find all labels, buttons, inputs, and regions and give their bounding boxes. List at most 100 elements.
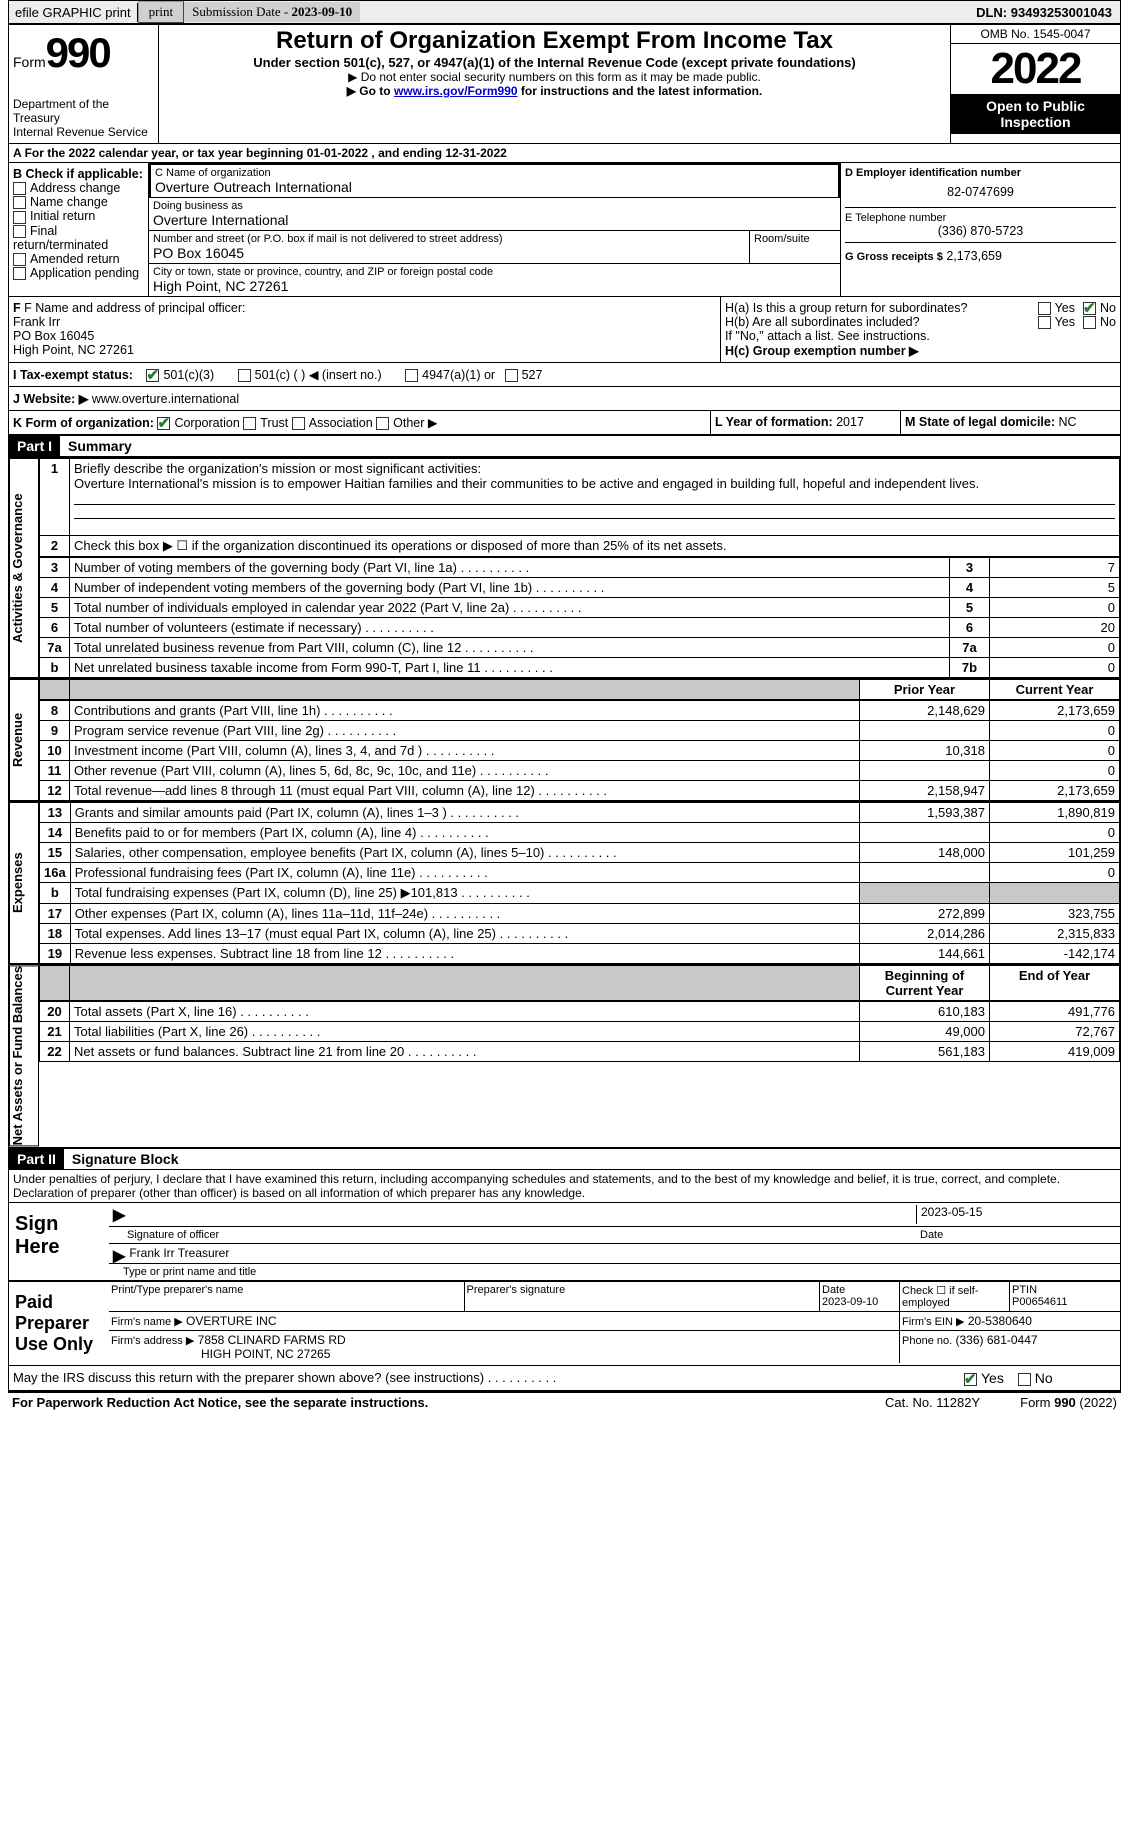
org-name: Overture Outreach International bbox=[155, 179, 834, 195]
summary-row: 22Net assets or fund balances. Subtract … bbox=[40, 1042, 1120, 1062]
boxb-option: Amended return bbox=[13, 252, 144, 266]
boxb-option: Final return/terminated bbox=[13, 224, 144, 252]
irs-link[interactable]: www.irs.gov/Form990 bbox=[394, 84, 518, 98]
boxb-checkbox[interactable] bbox=[13, 253, 26, 266]
form-subtitle: Under section 501(c), 527, or 4947(a)(1)… bbox=[161, 55, 948, 70]
org-address: PO Box 16045 bbox=[153, 245, 745, 261]
summary-row: 18Total expenses. Add lines 13–17 (must … bbox=[40, 924, 1120, 944]
summary-row: 16aProfessional fundraising fees (Part I… bbox=[40, 863, 1120, 883]
ha-yes-checkbox[interactable] bbox=[1038, 302, 1051, 315]
ptin: P00654611 bbox=[1012, 1296, 1067, 1308]
ein-label: D Employer identification number bbox=[845, 167, 1116, 179]
summary-row: 6Total number of volunteers (estimate if… bbox=[40, 618, 1120, 638]
submission-date: Submission Date - 2023-09-10 bbox=[184, 2, 360, 22]
4947-checkbox[interactable] bbox=[405, 369, 418, 382]
side-tab-revenue: Revenue bbox=[9, 679, 39, 801]
omb-number: OMB No. 1545-0047 bbox=[951, 25, 1120, 44]
dept-label: Department of the Treasury bbox=[13, 97, 154, 125]
summary-row: bTotal fundraising expenses (Part IX, co… bbox=[40, 883, 1120, 904]
summary-row: 20Total assets (Part X, line 16) 610,183… bbox=[40, 1002, 1120, 1022]
boxk-option: Trust bbox=[243, 416, 291, 430]
summary-row: 10Investment income (Part VIII, column (… bbox=[40, 741, 1120, 761]
side-tab-governance: Activities & Governance bbox=[9, 458, 39, 678]
summary-row: 8Contributions and grants (Part VIII, li… bbox=[40, 701, 1120, 721]
boxb-checkbox[interactable] bbox=[13, 211, 26, 224]
perjury-declaration: Under penalties of perjury, I declare th… bbox=[8, 1170, 1121, 1202]
irs-label: Internal Revenue Service bbox=[13, 125, 154, 139]
instr-1: ▶ Do not enter social security numbers o… bbox=[161, 70, 948, 84]
summary-row: 17Other expenses (Part IX, column (A), l… bbox=[40, 904, 1120, 924]
firm-name: OVERTURE INC bbox=[186, 1314, 276, 1328]
website-url: www.overture.international bbox=[92, 392, 239, 406]
box-j: J Website: ▶ www.overture.international bbox=[9, 387, 1120, 410]
officer-name: Frank Irr bbox=[13, 315, 60, 329]
boxb-option: Application pending bbox=[13, 266, 144, 280]
501c-checkbox[interactable] bbox=[238, 369, 251, 382]
phone-value: (336) 870-5723 bbox=[845, 224, 1116, 238]
dba-label: Doing business as bbox=[153, 200, 836, 212]
form-title: Return of Organization Exempt From Incom… bbox=[161, 27, 948, 55]
box-k: K Form of organization: Corporation Trus… bbox=[9, 411, 710, 434]
dba-name: Overture International bbox=[153, 212, 836, 228]
discuss-yes-checkbox[interactable] bbox=[964, 1373, 977, 1386]
print-button[interactable]: print bbox=[138, 1, 185, 23]
boxb-checkbox[interactable] bbox=[13, 267, 26, 280]
side-tab-netassets: Net Assets or Fund Balances bbox=[9, 965, 39, 1146]
firm-ein: 20-5380640 bbox=[968, 1314, 1032, 1328]
top-toolbar: efile GRAPHIC print print Submission Dat… bbox=[8, 0, 1121, 24]
efile-label: efile GRAPHIC print bbox=[9, 3, 138, 22]
summary-row: 5Total number of individuals employed in… bbox=[40, 598, 1120, 618]
firm-phone: (336) 681-0447 bbox=[956, 1333, 1038, 1347]
summary-row: 21Total liabilities (Part X, line 26) 49… bbox=[40, 1022, 1120, 1042]
501c3-checkbox[interactable] bbox=[146, 369, 159, 382]
open-inspection: Open to Public Inspection bbox=[951, 94, 1120, 134]
boxb-checkbox[interactable] bbox=[13, 182, 26, 195]
summary-row: 14Benefits paid to or for members (Part … bbox=[40, 823, 1120, 843]
officer-printed-name: Frank Irr Treasurer bbox=[125, 1246, 229, 1261]
box-i: I Tax-exempt status: 501(c)(3) 501(c) ( … bbox=[9, 363, 1120, 386]
hb-yes-checkbox[interactable] bbox=[1038, 316, 1051, 329]
527-checkbox[interactable] bbox=[505, 369, 518, 382]
boxk-option: Corporation bbox=[157, 416, 243, 430]
box-h: H(a) Is this a group return for subordin… bbox=[720, 297, 1120, 362]
box-l: L Year of formation: 2017 bbox=[710, 411, 900, 434]
room-label: Room/suite bbox=[750, 231, 840, 263]
org-city: High Point, NC 27261 bbox=[153, 278, 836, 294]
instr-2: ▶ Go to www.irs.gov/Form990 for instruct… bbox=[161, 84, 948, 98]
summary-row: 7aTotal unrelated business revenue from … bbox=[40, 638, 1120, 658]
hb-no-checkbox[interactable] bbox=[1083, 316, 1096, 329]
part1-header: Part I Summary bbox=[8, 435, 1121, 457]
box-m: M State of legal domicile: NC bbox=[900, 411, 1120, 434]
form-header: Form990 Department of the Treasury Inter… bbox=[8, 24, 1121, 144]
gross-label: G Gross receipts $ bbox=[845, 251, 943, 263]
form-number: 990 bbox=[46, 29, 110, 76]
phone-label: E Telephone number bbox=[845, 212, 1116, 224]
summary-row: 15Salaries, other compensation, employee… bbox=[40, 843, 1120, 863]
summary-row: 3Number of voting members of the governi… bbox=[40, 558, 1120, 578]
part2-header: Part II Signature Block bbox=[8, 1148, 1121, 1170]
form-label: Form bbox=[13, 54, 46, 70]
discuss-no-checkbox[interactable] bbox=[1018, 1373, 1031, 1386]
dln: DLN: 93493253001043 bbox=[968, 3, 1120, 22]
boxb-option: Initial return bbox=[13, 209, 144, 223]
mission-text: Overture International's mission is to e… bbox=[74, 476, 979, 491]
ha-no-checkbox[interactable] bbox=[1083, 302, 1096, 315]
boxb-checkbox[interactable] bbox=[13, 196, 26, 209]
sig-date: 2023-05-15 bbox=[916, 1205, 1116, 1224]
paid-preparer-block: Paid Preparer Use Only Print/Type prepar… bbox=[8, 1281, 1121, 1366]
page-footer: For Paperwork Reduction Act Notice, see … bbox=[8, 1391, 1121, 1412]
boxk-option: Association bbox=[292, 416, 376, 430]
boxb-checkbox[interactable] bbox=[13, 225, 26, 238]
boxk-checkbox[interactable] bbox=[243, 417, 256, 430]
sign-here-block: Sign Here ▶ 2023-05-15 Signature of offi… bbox=[8, 1202, 1121, 1281]
boxk-checkbox[interactable] bbox=[292, 417, 305, 430]
org-name-label: C Name of organization bbox=[155, 167, 834, 179]
city-label: City or town, state or province, country… bbox=[153, 266, 836, 278]
summary-row: bNet unrelated business taxable income f… bbox=[40, 658, 1120, 678]
boxk-checkbox[interactable] bbox=[157, 417, 170, 430]
boxk-checkbox[interactable] bbox=[376, 417, 389, 430]
boxk-option: Other ▶ bbox=[376, 416, 437, 430]
summary-row: 4Number of independent voting members of… bbox=[40, 578, 1120, 598]
summary-row: 19Revenue less expenses. Subtract line 1… bbox=[40, 944, 1120, 964]
box-b: B Check if applicable: Address changeNam… bbox=[9, 163, 149, 296]
